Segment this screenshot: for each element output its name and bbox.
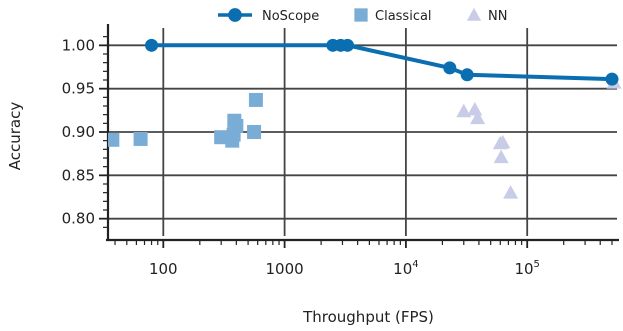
y-tick-label: 0.85 (62, 166, 95, 184)
noscope-point (340, 38, 354, 52)
y-tick-label: 0.80 (62, 210, 95, 228)
noscope-point (228, 8, 242, 22)
noscope-point (145, 38, 159, 52)
x-axis-ticks: 100 1000 104 105 (114, 240, 613, 278)
classical-point (247, 125, 262, 139)
nn-point (466, 7, 482, 21)
y-tick-label: 0.95 (62, 80, 95, 98)
series-noscope (145, 38, 619, 86)
legend-label-classical: Classical (375, 9, 432, 24)
x-axis-title: Throughput (FPS) (302, 308, 434, 326)
legend: NoScope Classical NN (218, 7, 507, 24)
grid (108, 28, 617, 236)
noscope-point (460, 68, 474, 82)
legend-label-noscope: NoScope (262, 9, 319, 24)
legend-label-nn: NN (488, 9, 507, 24)
series-nn (456, 75, 622, 199)
nn-point (470, 110, 486, 125)
nn-point (467, 101, 483, 116)
noscope-point (443, 61, 457, 75)
classical-point (108, 132, 120, 147)
x-tick-exponent: 5 (534, 259, 540, 270)
x-tick-label: 104 (393, 259, 418, 278)
y-axis-ticks: 0.80 0.85 0.90 0.95 1.00 (62, 36, 108, 228)
classical-point (229, 118, 244, 133)
y-axis-title: Accuracy (6, 102, 24, 171)
x-tick-label: 100 (149, 260, 178, 278)
nn-point (503, 185, 519, 199)
x-tick-label: 105 (514, 259, 539, 278)
noscope-line (151, 43, 613, 82)
classical-point (248, 92, 263, 107)
classical-point (133, 131, 148, 146)
x-tick-exponent: 4 (412, 259, 418, 270)
nn-point (493, 149, 509, 164)
classical-point (214, 130, 229, 145)
classical-point (354, 8, 368, 22)
y-tick-label: 0.90 (62, 123, 95, 141)
nn-point (456, 103, 472, 118)
x-tick-label: 1000 (266, 260, 304, 278)
plot-area (108, 38, 622, 199)
noscope-point (605, 72, 619, 86)
nn-point (495, 134, 511, 149)
series-classical (108, 92, 263, 148)
y-tick-label: 1.00 (62, 36, 95, 54)
